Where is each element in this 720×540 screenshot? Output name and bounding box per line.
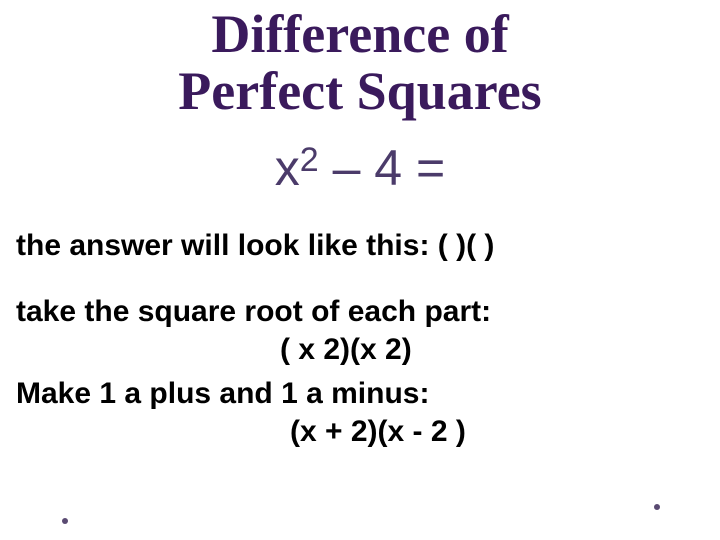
equation-exponent: 2 bbox=[300, 141, 319, 179]
slide-title: Difference of Perfect Squares bbox=[0, 0, 720, 119]
decorative-dot-right bbox=[654, 504, 660, 510]
final-answer-text: (x + 2)(x - 2 ) bbox=[290, 415, 466, 448]
sign-instruction-line: Make 1 a plus and 1 a minus: bbox=[0, 377, 720, 411]
sqrt-instruction-line: take the square root of each part: bbox=[0, 295, 720, 329]
final-answer-line: (x + 2)(x - 2 ) bbox=[0, 415, 720, 449]
decorative-dot-left bbox=[62, 518, 68, 524]
equation-rest: – 4 = bbox=[319, 140, 446, 196]
title-line-1: Difference of bbox=[0, 6, 720, 63]
answer-template-text: the answer will look like this: ( )( ) bbox=[16, 229, 494, 262]
sqrt-result-text: ( x 2)(x 2) bbox=[280, 333, 412, 366]
sqrt-instruction-text: take the square root of each part: bbox=[16, 295, 491, 328]
answer-template-line: the answer will look like this: ( )( ) bbox=[0, 229, 720, 263]
equation-base: x bbox=[275, 143, 300, 193]
sign-instruction-text: Make 1 a plus and 1 a minus: bbox=[16, 377, 429, 410]
sqrt-result-line: ( x 2)(x 2) bbox=[0, 333, 720, 367]
main-equation: x2 – 4 = bbox=[0, 143, 720, 193]
title-line-2: Perfect Squares bbox=[0, 63, 720, 120]
